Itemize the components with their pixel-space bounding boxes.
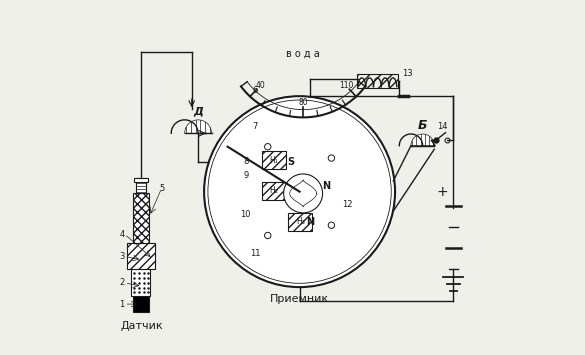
Wedge shape: [185, 120, 212, 133]
Bar: [127, 243, 154, 269]
Text: 1: 1: [119, 300, 125, 308]
Circle shape: [208, 100, 391, 283]
Text: 12: 12: [342, 200, 353, 208]
Text: 7: 7: [253, 122, 258, 131]
Circle shape: [264, 143, 271, 150]
Wedge shape: [411, 134, 434, 146]
Bar: [133, 296, 149, 312]
Text: Приемник: Приемник: [270, 295, 329, 305]
Text: 8: 8: [243, 157, 249, 166]
Text: H₂: H₂: [269, 186, 278, 195]
Circle shape: [264, 232, 271, 239]
Text: Датчик: Датчик: [121, 321, 164, 331]
Circle shape: [328, 155, 335, 161]
Bar: [136, 178, 146, 193]
Text: 110: 110: [339, 81, 353, 90]
Bar: [261, 151, 286, 169]
Circle shape: [284, 174, 322, 213]
Text: +: +: [437, 185, 449, 199]
Bar: [133, 193, 149, 243]
Bar: [134, 178, 148, 182]
Text: 10: 10: [240, 210, 251, 219]
Circle shape: [328, 222, 335, 228]
Text: 14: 14: [437, 122, 448, 131]
Circle shape: [204, 96, 395, 287]
Bar: [288, 213, 312, 231]
Text: S: S: [287, 157, 294, 166]
Text: 80: 80: [298, 98, 308, 107]
Text: 40: 40: [255, 81, 265, 90]
Text: в о д а: в о д а: [286, 49, 320, 59]
Bar: [357, 74, 398, 88]
Bar: [133, 193, 149, 243]
Text: N: N: [306, 217, 314, 227]
Text: 9: 9: [243, 171, 249, 180]
Text: Б: Б: [418, 119, 428, 132]
Text: H₁: H₁: [269, 156, 278, 165]
Text: 2: 2: [119, 278, 125, 288]
Bar: [261, 151, 286, 169]
Text: H₃: H₃: [296, 217, 305, 226]
Text: 4: 4: [119, 230, 125, 239]
Bar: [131, 269, 150, 296]
Bar: [288, 213, 312, 231]
Text: 11: 11: [250, 249, 261, 258]
Bar: [357, 74, 398, 88]
Text: 13: 13: [402, 69, 413, 78]
Text: N: N: [322, 181, 330, 191]
Text: 6: 6: [253, 86, 258, 95]
Bar: [261, 181, 286, 200]
Text: 3: 3: [119, 252, 125, 261]
Text: 5: 5: [159, 184, 164, 193]
Bar: [261, 181, 286, 200]
Text: Д: Д: [193, 106, 203, 116]
Bar: [127, 243, 154, 269]
